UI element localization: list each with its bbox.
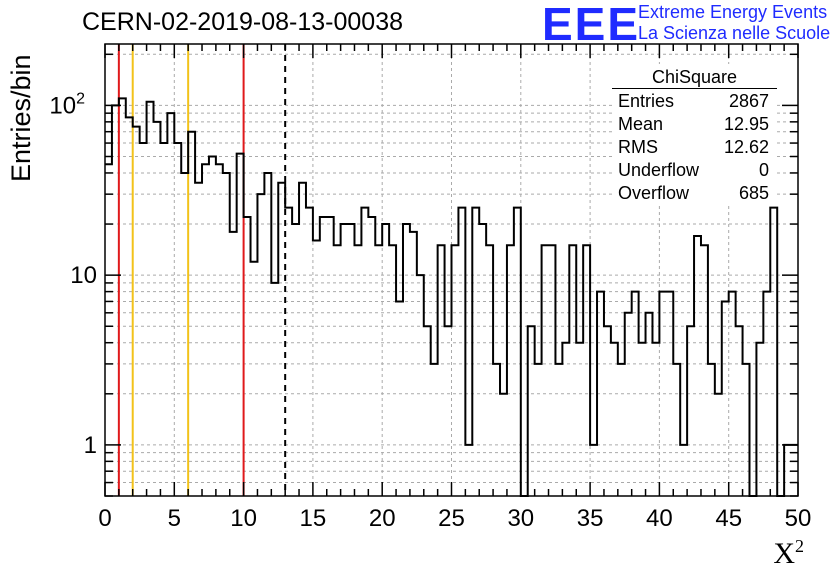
x-tick-label: 35 — [577, 505, 604, 532]
x-tick-label: 20 — [369, 505, 396, 532]
eee-logo: EEE — [542, 0, 641, 50]
x-tick-label: 30 — [507, 505, 534, 532]
logo-subtitle-line-1: Extreme Energy Events — [638, 2, 828, 22]
stats-value: 0 — [758, 160, 769, 180]
y-axis-label: Entries/bin — [6, 54, 36, 182]
x-tick-label: 50 — [785, 505, 812, 532]
stats-value: 685 — [738, 183, 769, 203]
x-axis-label-base: X — [773, 537, 795, 570]
stats-label: Mean — [618, 114, 664, 134]
stats-box: ChiSquare Entries 2867 Mean 12.95 RMS 12.62… — [612, 64, 777, 204]
x-tick-label: 45 — [715, 505, 742, 532]
x-tick-label: 0 — [98, 505, 111, 532]
chart-title: CERN-02-2019-08-13-00038 — [82, 8, 404, 36]
logo-subtitle-line-2: La Scienza nelle Scuole — [638, 23, 831, 43]
stats-value: 12.62 — [723, 137, 769, 157]
y-tick-label: 102 — [49, 90, 85, 119]
stats-row: RMS 12.62 — [612, 135, 777, 158]
stats-label: Entries — [618, 91, 675, 111]
y-tick-label: 10 — [70, 262, 97, 289]
x-tick-label: 40 — [646, 505, 673, 532]
stats-row: Mean 12.95 — [612, 112, 777, 135]
x-axis-label: X2 — [773, 536, 804, 571]
stats-row: Entries 2867 — [612, 89, 777, 112]
histogram-outline — [105, 97, 798, 497]
x-tick-label: 5 — [168, 505, 181, 532]
stats-label: RMS — [618, 137, 658, 157]
reference-lines — [117, 44, 287, 496]
y-tick-label: 1 — [84, 432, 97, 459]
stats-value: 12.95 — [723, 114, 769, 134]
stats-value: 2867 — [728, 91, 769, 111]
stats-row: Overflow 685 — [612, 181, 777, 204]
stats-label: Overflow — [618, 183, 690, 203]
x-tick-label: 25 — [438, 505, 465, 532]
stats-label: Underflow — [618, 160, 700, 180]
y-tick-labels: 1 10 102 — [49, 90, 97, 458]
stats-title: ChiSquare — [612, 64, 777, 89]
x-axis-label-superscript: 2 — [795, 536, 804, 556]
x-tick-label: 10 — [230, 505, 257, 532]
stats-row: Underflow 0 — [612, 158, 777, 181]
x-tick-label: 15 — [300, 505, 327, 532]
x-tick-labels: 0 5 10 15 20 25 30 35 40 45 50 — [98, 505, 811, 532]
axis-ticks — [104, 44, 799, 497]
